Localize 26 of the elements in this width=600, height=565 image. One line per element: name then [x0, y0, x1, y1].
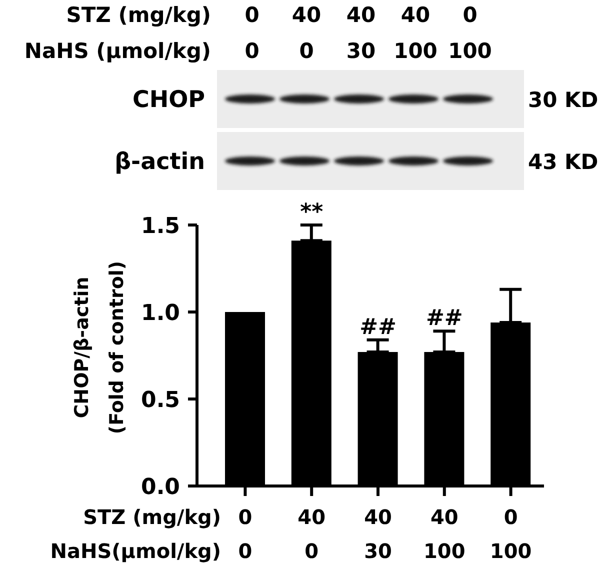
- y-tick-label: 1.0: [141, 300, 180, 326]
- annotation: ##: [360, 314, 396, 340]
- category-label: 40 0: [292, 3, 322, 63]
- x-tick-label: 0 100: [490, 505, 532, 563]
- category-label: 40 100: [394, 3, 438, 63]
- y-tick-label: 0.0: [141, 474, 180, 500]
- x-tick-label: 40 100: [424, 505, 466, 563]
- text: STZ (mg/kg): [83, 505, 221, 529]
- text: NaHS (μmol/kg): [24, 39, 211, 63]
- y-tick-label: 0.5: [141, 388, 180, 413]
- category-label: CHOP: [132, 87, 205, 113]
- category-label: 0 100: [448, 3, 492, 63]
- text: STZ (mg/kg): [66, 3, 211, 27]
- annotation: ##: [426, 306, 463, 332]
- annotation: **: [300, 200, 324, 225]
- y-axis-title: CHOP/β-actin (Fold of control): [71, 260, 128, 434]
- text: NaHS(μmol/kg): [50, 539, 221, 563]
- category-label: β-actin: [114, 149, 205, 175]
- x-tick-label: 0 0: [238, 505, 252, 563]
- x-tick-label: 40 30: [364, 505, 392, 563]
- x-tick-label: 40 0: [298, 505, 326, 563]
- category-label: 43 KD: [528, 150, 598, 174]
- category-label: 40 30: [346, 3, 376, 63]
- category-label: 0 0: [244, 3, 260, 63]
- category-label: 30 KD: [528, 88, 598, 112]
- y-tick-label: 1.5: [141, 214, 180, 239]
